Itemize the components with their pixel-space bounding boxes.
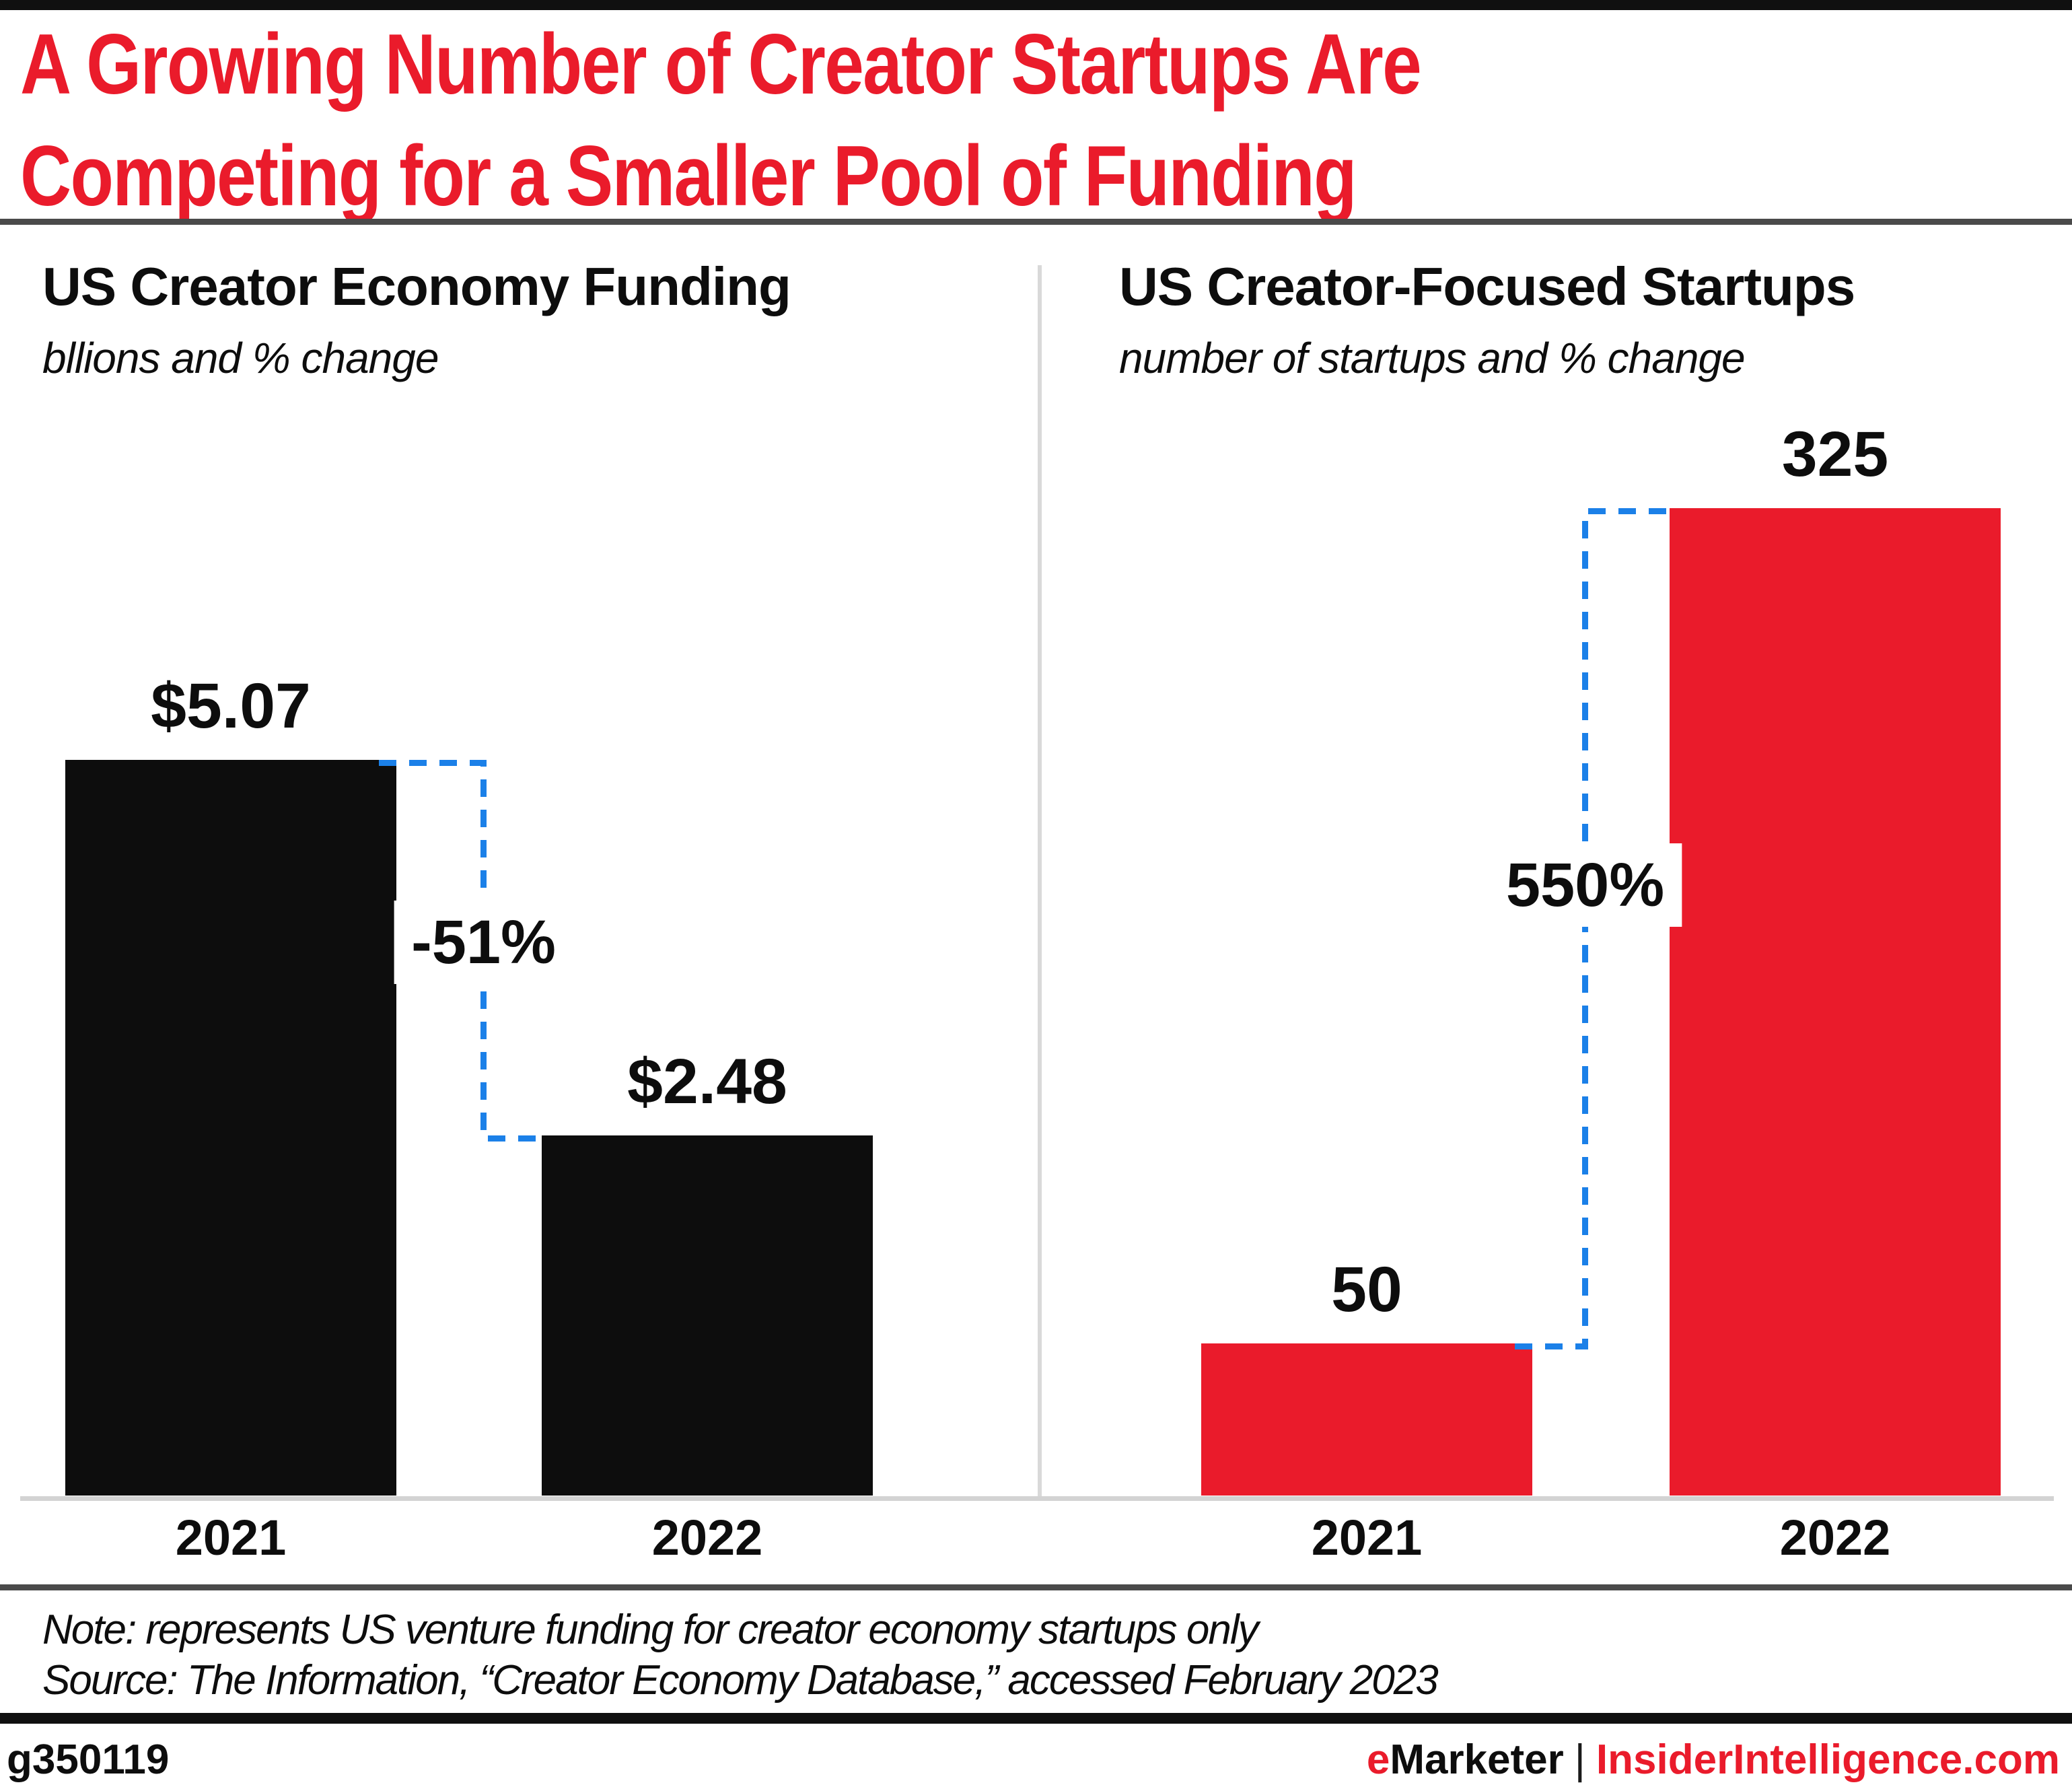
x-axis-line	[20, 1496, 2054, 1501]
brand-separator: |	[1574, 1736, 1585, 1783]
title-divider-rule	[0, 219, 2072, 225]
chart-id-label: g350119	[7, 1736, 170, 1783]
value-label-chart2-2022: 325	[1781, 419, 1889, 490]
axis-label-chart1-2022: 2022	[651, 1510, 763, 1566]
chart-subtitle-funding: bllions and % change	[42, 334, 439, 382]
value-label-chart1-2022: $2.48	[627, 1046, 787, 1117]
brand-lockup: eMarketer | InsiderIntelligence.com	[1367, 1739, 2060, 1781]
chart-notes: Note: represents US venture funding for …	[42, 1605, 1439, 1706]
change-connector-chart2	[1515, 508, 1670, 1349]
insider-intelligence-link: InsiderIntelligence.com	[1596, 1736, 2060, 1783]
change-label-chart2: 550%	[1488, 843, 1682, 927]
axis-label-chart1-2021: 2021	[175, 1510, 287, 1566]
axis-label-chart2-2021: 2021	[1311, 1510, 1423, 1566]
bar-chart2-2021	[1201, 1343, 1532, 1496]
value-label-chart1-2021: $5.07	[151, 670, 311, 742]
bar-chart2-2022	[1670, 508, 2001, 1496]
emarketer-logo-e: e	[1366, 1736, 1390, 1783]
note-line: Note: represents US venture funding for …	[42, 1607, 1259, 1653]
bar-chart1-2022	[542, 1135, 873, 1496]
source-line: Source: The Information, “Creator Econom…	[42, 1657, 1439, 1704]
chart-title-startups: US Creator-Focused Startups	[1119, 256, 1855, 316]
axis-label-chart2-2022: 2022	[1779, 1510, 1891, 1566]
page-title: A Growing Number of Creator Startups Are…	[20, 16, 1422, 223]
top-accent-bar	[0, 0, 2072, 10]
notes-divider-rule	[0, 1584, 2072, 1590]
panel-divider	[1038, 265, 1042, 1501]
emarketer-logo-rest: Marketer	[1390, 1736, 1564, 1783]
change-label-chart1: -51%	[394, 901, 573, 984]
footer-divider-rule	[0, 1713, 2072, 1724]
chart-subtitle-startups: number of startups and % change	[1119, 334, 1746, 382]
bar-chart1-2021	[65, 760, 396, 1496]
value-label-chart2-2021: 50	[1331, 1254, 1402, 1325]
chart-title-funding: US Creator Economy Funding	[42, 256, 791, 316]
